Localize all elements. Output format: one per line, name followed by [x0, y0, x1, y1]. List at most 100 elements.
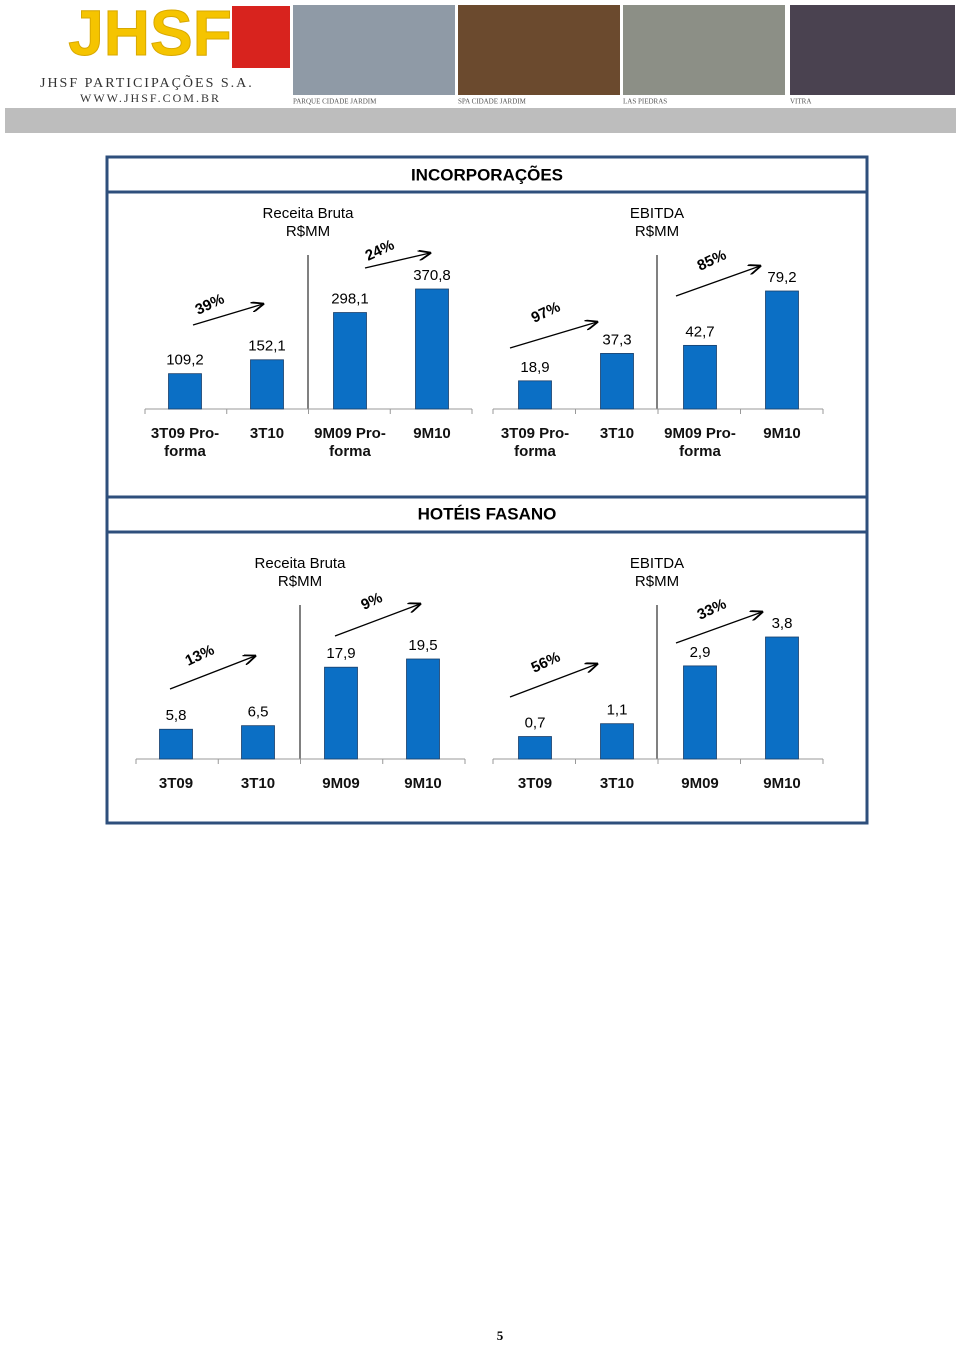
photo-caption: SPA CIDADE JARDIM — [458, 98, 527, 106]
category-label: 3T10 — [599, 775, 635, 792]
photo — [623, 5, 785, 95]
chart-subtitle: R$MM — [635, 223, 679, 240]
category-label: 9M09 — [322, 775, 360, 792]
value-label: 298,1 — [331, 290, 369, 307]
category-box: 3T09 — [158, 775, 194, 792]
company: JHSF PARTICIPAÇÕES S.A. — [40, 74, 254, 91]
growth-arrow — [675, 612, 762, 644]
page-number: 5 — [497, 1328, 504, 1343]
category-box: 3T10 — [249, 425, 285, 442]
section-title: HOTÉIS FASANO — [418, 504, 557, 523]
category-label: 9M09 — [681, 775, 719, 792]
growth-label: 97% — [529, 298, 563, 326]
chart-title: EBITDA — [630, 555, 684, 572]
growth-arrow — [192, 304, 263, 326]
website: WWW.JHSF.COM.BR — [80, 91, 221, 105]
logo-bg — [12, 6, 232, 68]
value-label: 18,9 — [520, 359, 549, 376]
bar — [406, 658, 440, 760]
bar — [518, 380, 552, 410]
bar — [159, 728, 193, 760]
category-label: 9M10 — [404, 775, 442, 792]
chart-subtitle: R$MM — [278, 573, 322, 590]
chart-title: Receita Bruta — [263, 205, 355, 222]
category-label: 3T10 — [240, 775, 276, 792]
bar — [250, 359, 284, 410]
category-label: 9M10 — [413, 425, 451, 442]
category-box: 9M10 — [413, 425, 451, 442]
photo — [458, 5, 620, 95]
chart-title: EBITDA — [630, 205, 684, 222]
value-label: 109,2 — [166, 352, 204, 369]
category-label: 3T09 — [517, 775, 553, 792]
photo-caption: VITRA — [790, 98, 811, 106]
bar — [765, 636, 799, 760]
bar — [333, 312, 367, 410]
growth-label: 9% — [358, 589, 385, 614]
category-box: 9M09 Pro-forma — [664, 425, 736, 460]
growth-arrow — [364, 253, 430, 269]
growth-arrow — [675, 266, 760, 297]
value-label: 2,9 — [690, 644, 711, 661]
bar — [600, 723, 634, 760]
value-label: 3,8 — [772, 615, 793, 632]
value-label: 42,7 — [685, 323, 714, 340]
category-box: 9M09 Pro-forma — [314, 425, 386, 460]
value-label: 5,8 — [166, 707, 187, 724]
category-label: 9M09 Pro-forma — [314, 425, 386, 460]
chart-subtitle: R$MM — [286, 223, 330, 240]
value-label: 1,1 — [607, 702, 628, 719]
bar — [683, 665, 717, 760]
photo — [293, 5, 455, 95]
chart-title: Receita Bruta — [255, 555, 347, 572]
bar — [415, 288, 449, 410]
category-box: 3T09 Pro-forma — [150, 425, 220, 460]
category-label: 3T10 — [249, 425, 285, 442]
category-label: 3T09 Pro-forma — [150, 425, 220, 460]
growth-arrow — [509, 322, 597, 349]
value-label: 152,1 — [248, 338, 286, 355]
category-label: 9M10 — [763, 425, 801, 442]
category-box: 9M10 — [763, 775, 801, 792]
category-box: 3T09 — [517, 775, 553, 792]
category-box: 9M10 — [404, 775, 442, 792]
content-box — [105, 155, 869, 825]
photo — [790, 5, 955, 95]
chart-subtitle: R$MM — [635, 573, 679, 590]
growth-arrow — [334, 604, 420, 637]
growth-label: 24% — [363, 236, 397, 264]
value-label: 370,8 — [413, 267, 451, 284]
growth-label: 56% — [529, 648, 563, 676]
category-label: 3T10 — [599, 425, 635, 442]
bar — [683, 344, 717, 410]
value-label: 17,9 — [326, 645, 355, 662]
bar — [765, 290, 799, 410]
value-label: 79,2 — [767, 269, 796, 286]
logo-block — [232, 6, 290, 68]
growth-arrow — [509, 664, 597, 698]
growth-label: 33% — [695, 595, 729, 623]
growth-label: 39% — [193, 290, 227, 318]
growth-label: 13% — [183, 641, 217, 669]
category-box: 9M09 — [322, 775, 360, 792]
category-label: 9M09 Pro-forma — [664, 425, 736, 460]
photo-caption: PARQUE CIDADE JARDIM — [293, 98, 377, 106]
category-label: 3T09 — [158, 775, 194, 792]
category-box: 3T10 — [599, 425, 635, 442]
category-box: 3T09 Pro-forma — [500, 425, 570, 460]
bar — [518, 736, 552, 760]
photo-caption: LAS PIEDRAS — [623, 98, 667, 106]
category-label: 9M10 — [763, 775, 801, 792]
category-box: 3T10 — [240, 775, 276, 792]
value-label: 6,5 — [248, 704, 269, 721]
category-box: 9M10 — [763, 425, 801, 442]
bar — [241, 725, 275, 760]
value-label: 37,3 — [602, 331, 631, 348]
bar — [324, 666, 358, 760]
bar — [600, 353, 634, 410]
category-label: 3T09 Pro-forma — [500, 425, 570, 460]
category-box: 3T10 — [599, 775, 635, 792]
value-label: 19,5 — [408, 637, 437, 654]
bar — [168, 373, 202, 410]
